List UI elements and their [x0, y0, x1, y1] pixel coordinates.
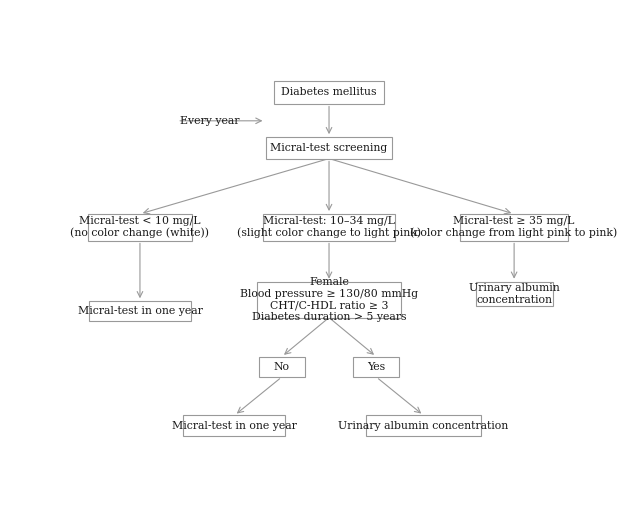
FancyBboxPatch shape [353, 357, 399, 377]
Text: Micral-test < 10 mg/L
(no color change (white)): Micral-test < 10 mg/L (no color change (… [71, 216, 209, 238]
FancyBboxPatch shape [367, 416, 481, 436]
FancyBboxPatch shape [259, 357, 305, 377]
FancyBboxPatch shape [89, 301, 191, 322]
FancyBboxPatch shape [88, 214, 192, 240]
FancyBboxPatch shape [476, 281, 553, 306]
Text: Micral-test in one year: Micral-test in one year [78, 306, 202, 316]
Text: Female
Blood pressure ≥ 130/80 mmHg
CHT/C-HDL ratio ≥ 3
Diabetes duration > 5 ye: Female Blood pressure ≥ 130/80 mmHg CHT/… [240, 277, 418, 322]
Text: Diabetes mellitus: Diabetes mellitus [281, 87, 377, 97]
FancyBboxPatch shape [274, 81, 384, 104]
Text: Micral-test in one year: Micral-test in one year [172, 421, 297, 430]
FancyBboxPatch shape [184, 416, 286, 436]
Text: No: No [273, 362, 290, 372]
Text: Micral-test screening: Micral-test screening [270, 143, 388, 153]
Text: Every year: Every year [180, 116, 239, 126]
FancyBboxPatch shape [263, 214, 395, 240]
Text: Micral-test ≥ 35 mg/L
(color change from light pink to pink): Micral-test ≥ 35 mg/L (color change from… [410, 216, 618, 238]
Text: Yes: Yes [367, 362, 385, 372]
FancyBboxPatch shape [257, 281, 401, 318]
FancyBboxPatch shape [460, 214, 568, 240]
Text: Micral-test: 10–34 mg/L
(slight color change to light pink): Micral-test: 10–34 mg/L (slight color ch… [237, 216, 421, 238]
Text: Urinary albumin concentration: Urinary albumin concentration [338, 421, 508, 430]
FancyBboxPatch shape [266, 137, 392, 158]
Text: Urinary albumin
concentration: Urinary albumin concentration [469, 283, 559, 304]
